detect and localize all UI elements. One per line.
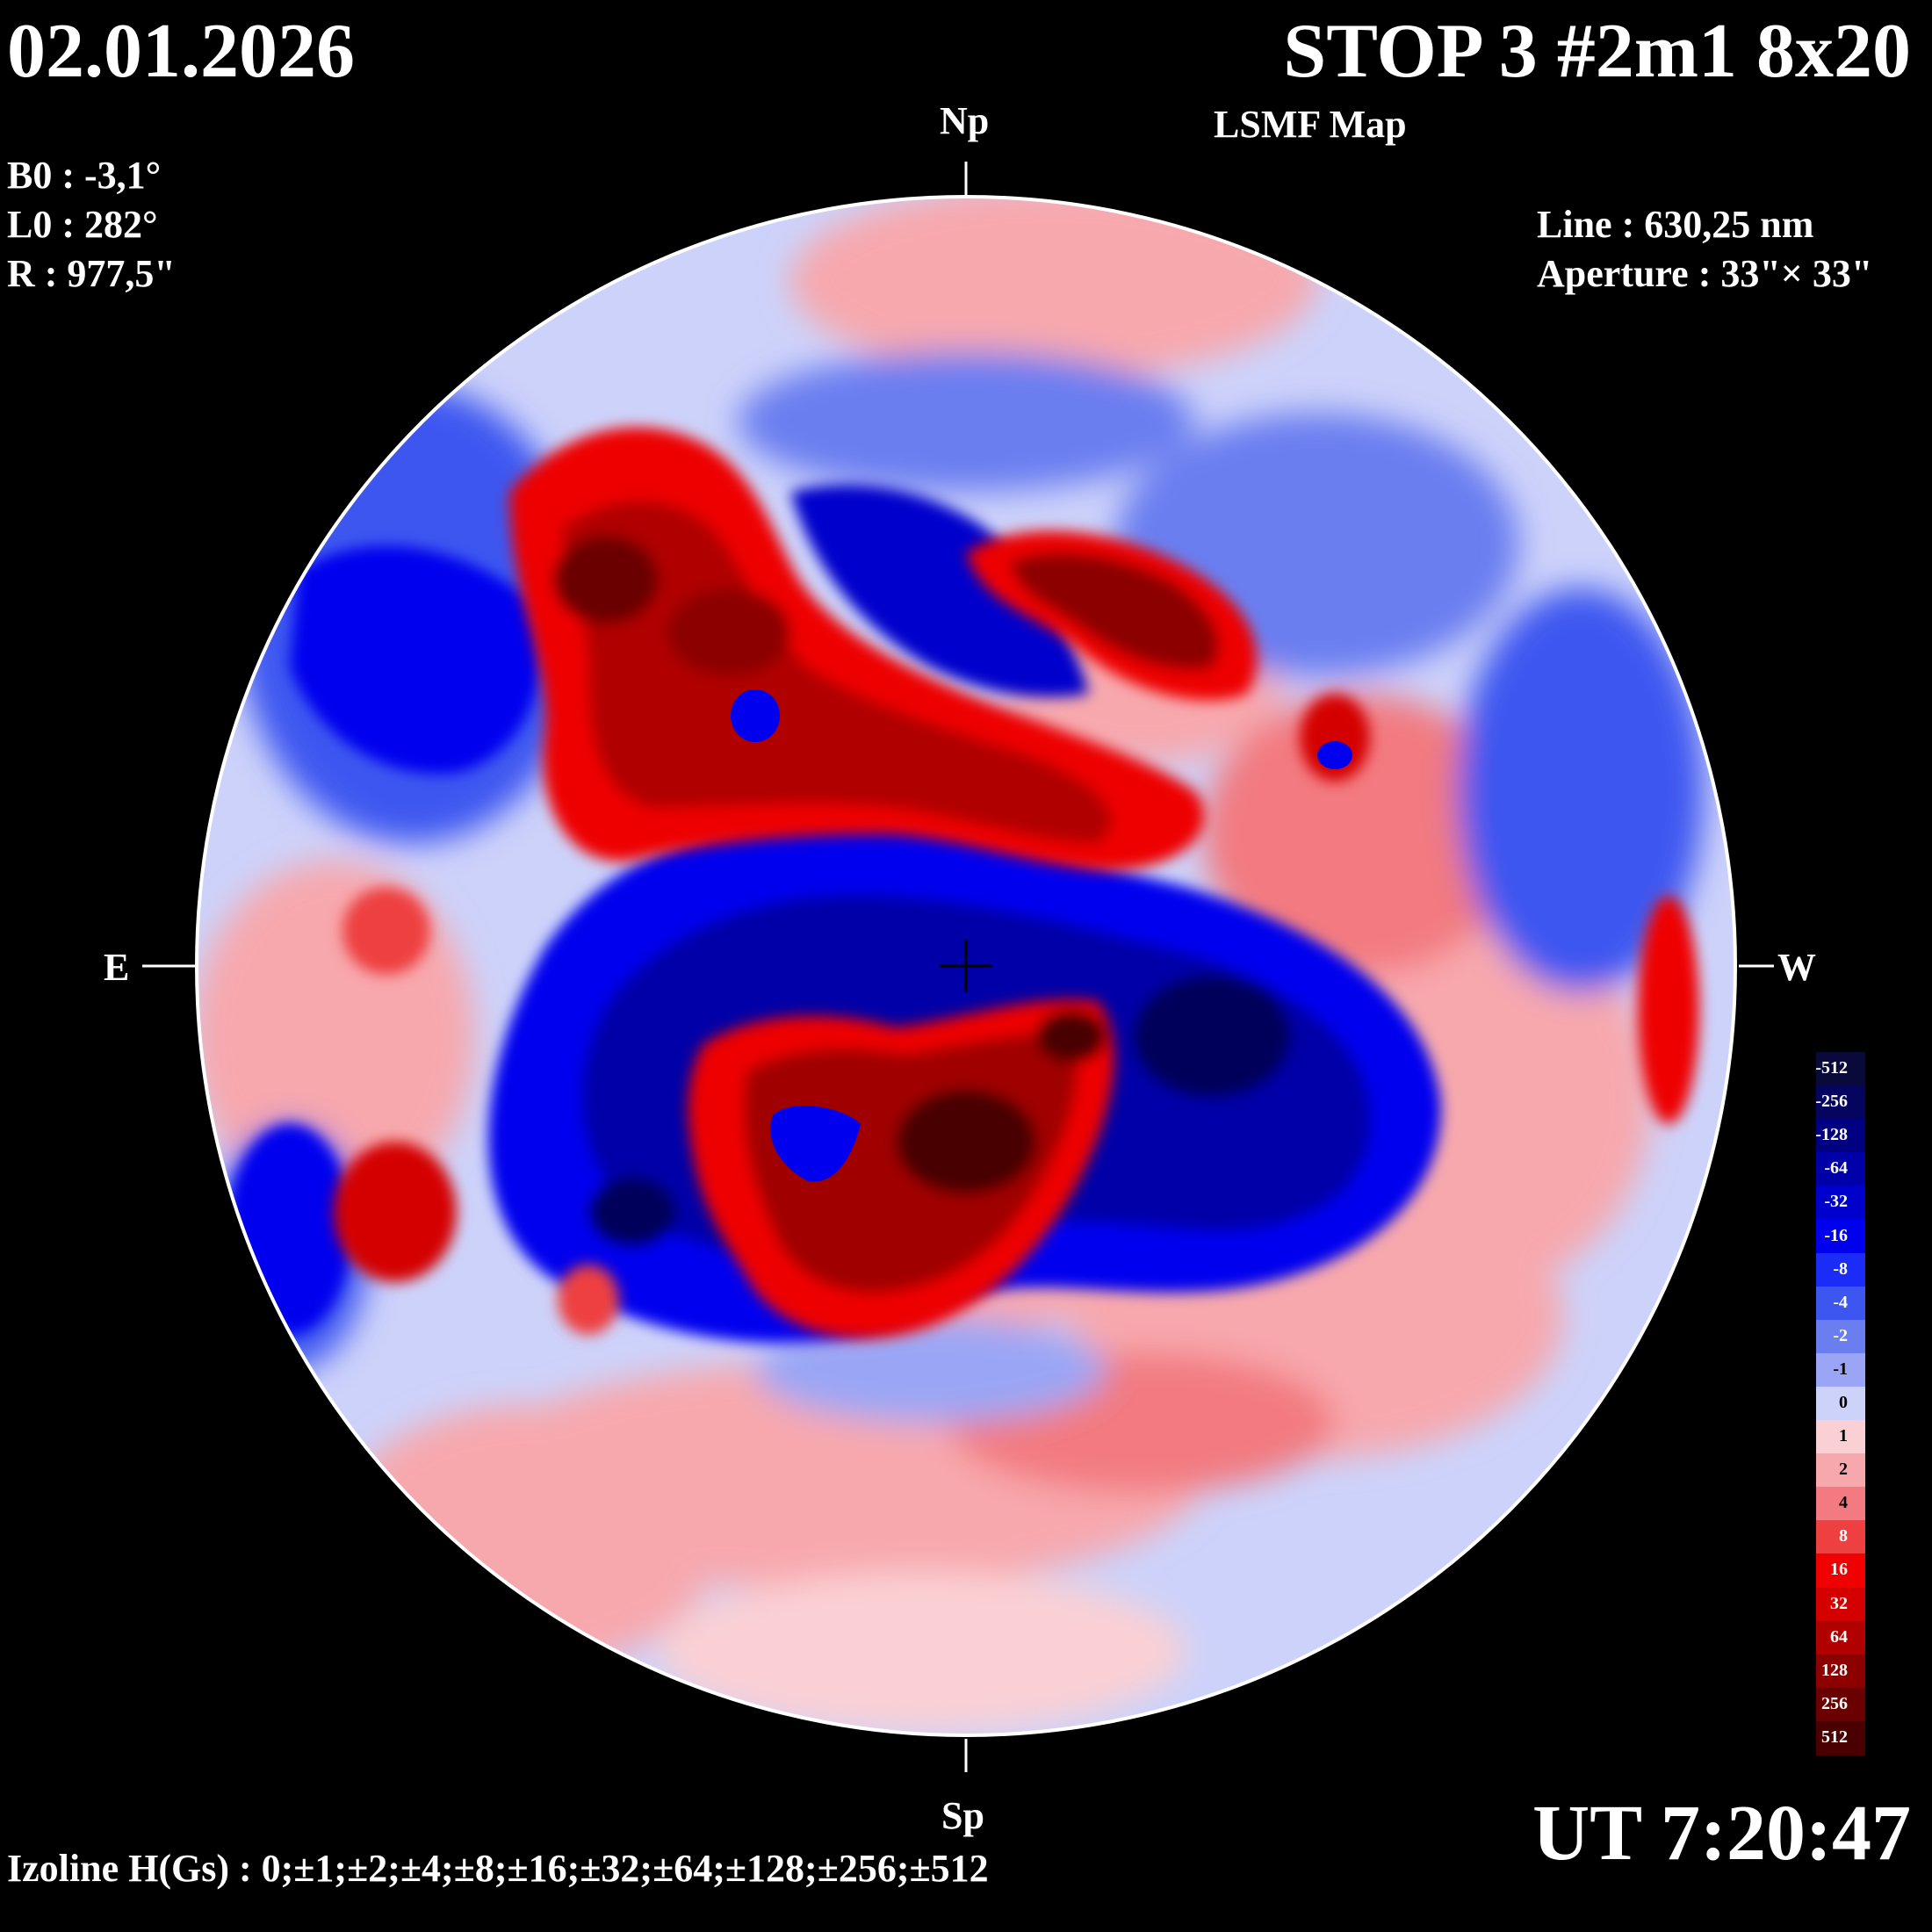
color-scale-swatch [1816, 1119, 1865, 1154]
color-scale-swatch [1816, 1620, 1865, 1655]
map-title: STOP 3 #2m1 8x20 [1283, 9, 1911, 94]
color-scale-swatch [1816, 1152, 1865, 1187]
color-scale-label: -32 [1824, 1192, 1848, 1212]
color-scale-label: 64 [1830, 1626, 1848, 1647]
color-scale-swatch [1816, 1252, 1865, 1287]
radius-parameter: R : 977,5" [7, 252, 176, 295]
color-scale-label: 0 [1839, 1393, 1848, 1412]
color-scale-label: 256 [1821, 1693, 1848, 1713]
izoline-legend: Izoline H(Gs) : 0;±1;±2;±4;±8;±16;±32;±6… [7, 1847, 989, 1890]
color-scale-label: -128 [1815, 1125, 1848, 1145]
west-label: W [1777, 946, 1816, 989]
line-parameter: Line : 630,25 nm [1537, 203, 1814, 246]
color-scale-label: -16 [1824, 1225, 1848, 1245]
color-scale-label: 128 [1821, 1660, 1848, 1680]
color-scale-swatch [1816, 1420, 1865, 1455]
color-scale-swatch [1816, 1587, 1865, 1622]
color-scale-swatch [1816, 1654, 1865, 1689]
color-scale-swatch [1816, 1186, 1865, 1221]
color-scale-swatch [1816, 1286, 1865, 1321]
color-scale-label: -8 [1833, 1258, 1848, 1279]
color-scale-swatch [1816, 1219, 1865, 1254]
color-scale-label: 1 [1839, 1426, 1848, 1446]
color-scale-bar: -512 -256 -128 -64 -32 -16 -8 -4 -2 -1 0 1 2 4 8 16 32 64… [1815, 1052, 1865, 1755]
south-pole-label: Sp [941, 1794, 984, 1837]
color-scale-swatch [1816, 1520, 1865, 1555]
color-scale-label: 32 [1830, 1593, 1848, 1613]
color-scale-label: -4 [1833, 1292, 1848, 1312]
color-scale-label: -256 [1815, 1092, 1848, 1112]
observation-date: 02.01.2026 [7, 9, 355, 94]
ut-time: UT 7:20:47 [1532, 1790, 1911, 1877]
color-scale-swatch [1816, 1487, 1865, 1522]
color-scale-label: 512 [1821, 1727, 1848, 1747]
color-scale-swatch [1816, 1554, 1865, 1589]
color-scale-swatch [1816, 1319, 1865, 1354]
color-scale-label: -1 [1833, 1359, 1848, 1379]
color-scale-label: -512 [1815, 1058, 1848, 1078]
north-pole-label: Np [940, 99, 990, 142]
map-subtitle: LSMF Map [1214, 103, 1407, 146]
aperture-parameter: Aperture : 33"× 33" [1537, 252, 1873, 295]
color-scale-label: 4 [1839, 1493, 1848, 1513]
color-scale-swatch [1816, 1052, 1865, 1087]
b0-parameter: B0 : -3,1° [7, 154, 162, 197]
color-scale-swatch [1816, 1352, 1865, 1388]
color-scale-label: 2 [1839, 1460, 1848, 1480]
color-scale-swatch [1816, 1453, 1865, 1489]
l0-parameter: L0 : 282° [7, 203, 158, 246]
color-scale-label: 16 [1830, 1560, 1848, 1580]
center-crosshair-icon [940, 940, 992, 992]
color-scale-swatch [1816, 1720, 1865, 1755]
color-scale-label: -64 [1824, 1158, 1848, 1179]
color-scale-label: -2 [1833, 1325, 1848, 1345]
color-scale-swatch [1816, 1687, 1865, 1722]
color-scale-label: 8 [1839, 1526, 1848, 1546]
east-label: E [104, 946, 130, 989]
color-scale-swatch [1816, 1085, 1865, 1121]
color-scale-swatch [1816, 1386, 1865, 1422]
